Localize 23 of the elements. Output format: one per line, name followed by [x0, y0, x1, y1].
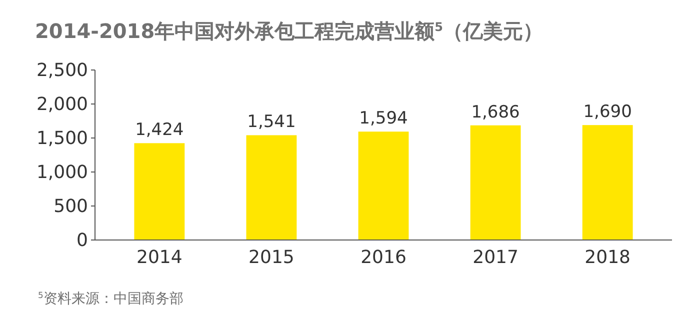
- data-label: 1,690: [583, 102, 632, 122]
- y-tick-label: 2,000: [36, 94, 88, 115]
- y-tick-label: 500: [54, 196, 88, 217]
- x-tick-label: 2017: [472, 246, 518, 268]
- bar: [470, 125, 521, 240]
- bar: [134, 143, 185, 240]
- y-tick-label: 2,500: [36, 60, 88, 81]
- y-tick-label: 1,500: [36, 128, 88, 149]
- y-tick-label: 0: [76, 230, 88, 251]
- data-label: 1,424: [135, 120, 184, 140]
- bar: [358, 132, 409, 240]
- bar: [246, 135, 297, 240]
- x-tick-label: 2016: [360, 246, 406, 268]
- data-label: 1,686: [471, 102, 520, 122]
- text: $^{5}$资料来源：中国商务部: [38, 290, 184, 307]
- y-tick-label: 1,000: [36, 162, 88, 183]
- bar: [582, 125, 633, 240]
- data-label: 1,594: [359, 108, 408, 129]
- chart-title: 2014-2018年中国对外承包工程完成营业额$^{5}$（亿美元）: [35, 19, 543, 43]
- data-label: 1,541: [247, 112, 296, 132]
- x-tick-label: 2014: [136, 246, 182, 268]
- x-tick-label: 2015: [248, 246, 294, 268]
- x-tick-label: 2018: [584, 246, 630, 268]
